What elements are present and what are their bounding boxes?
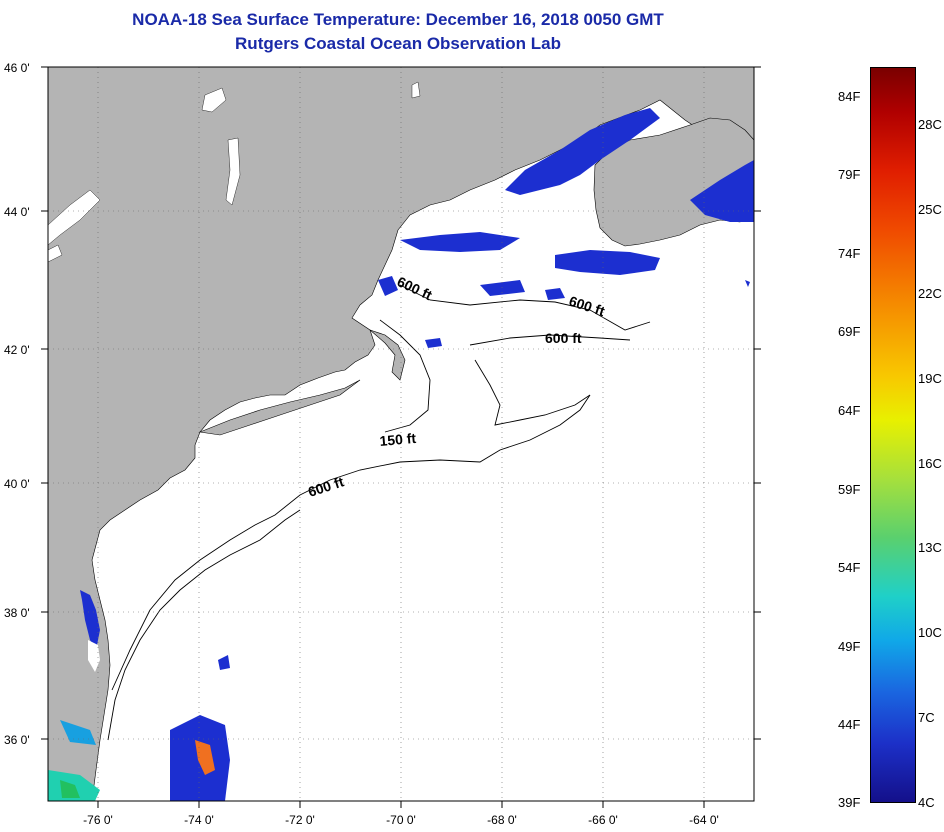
colorbar-c-label: 13C bbox=[918, 540, 942, 555]
lon-label: -74 0' bbox=[184, 813, 214, 827]
lon-label: -68 0' bbox=[487, 813, 517, 827]
lat-label: 46 0' bbox=[4, 61, 30, 75]
colorbar-f-label: 79F bbox=[838, 167, 861, 182]
sst-cold-patches bbox=[378, 108, 754, 348]
inland-lakes bbox=[47, 81, 421, 263]
colorbar-c-label: 19C bbox=[918, 371, 942, 386]
contour-label: 150 ft bbox=[379, 430, 417, 449]
colorbar-f-label: 69F bbox=[838, 324, 861, 339]
axis-ticks bbox=[41, 66, 761, 808]
lat-label: 36 0' bbox=[4, 733, 30, 747]
colorbar-f-label: 64F bbox=[838, 403, 861, 418]
bathymetry-contours bbox=[107, 284, 651, 741]
lat-label: 42 0' bbox=[4, 343, 30, 357]
colorbar-f-label: 84F bbox=[838, 89, 861, 104]
colorbar-f-label: 74F bbox=[838, 246, 861, 261]
colorbar-f-label: 44F bbox=[838, 717, 861, 732]
colorbar-c-label: 10C bbox=[918, 625, 942, 640]
land-cape-cod bbox=[369, 329, 406, 381]
lat-label: 40 0' bbox=[4, 477, 30, 491]
colorbar-c-label: 25C bbox=[918, 202, 942, 217]
chesapeake-bay bbox=[80, 590, 100, 650]
lat-label: 38 0' bbox=[4, 606, 30, 620]
temperature-colorbar: 84F 79F 74F 69F 64F 59F 54F 49F 44F 39F … bbox=[838, 67, 942, 810]
colorbar-f-label: 54F bbox=[838, 560, 861, 575]
delaware-bay bbox=[88, 640, 100, 672]
map-subtitle: Rutgers Coastal Ocean Observation Lab bbox=[235, 34, 561, 53]
map-title: NOAA-18 Sea Surface Temperature: Decembe… bbox=[132, 10, 664, 29]
colorbar-f-label: 49F bbox=[838, 639, 861, 654]
colorbar-c-label: 28C bbox=[918, 117, 942, 132]
colorbar-c-label: 4C bbox=[918, 795, 935, 810]
colorbar-f-label: 39F bbox=[838, 795, 861, 810]
contour-label: 600 ft bbox=[545, 330, 582, 346]
lon-label: -70 0' bbox=[386, 813, 416, 827]
colorbar-gradient bbox=[870, 67, 916, 803]
colorbar-c-label: 7C bbox=[918, 710, 935, 725]
lon-label: -76 0' bbox=[83, 813, 113, 827]
lat-label: 44 0' bbox=[4, 205, 30, 219]
lon-label: -72 0' bbox=[285, 813, 315, 827]
land-long-island bbox=[198, 379, 361, 436]
lon-label: -66 0' bbox=[588, 813, 618, 827]
colorbar-c-label: 16C bbox=[918, 456, 942, 471]
colorbar-f-label: 59F bbox=[838, 482, 861, 497]
colorbar-c-label: 22C bbox=[918, 286, 942, 301]
lon-label: -64 0' bbox=[689, 813, 719, 827]
